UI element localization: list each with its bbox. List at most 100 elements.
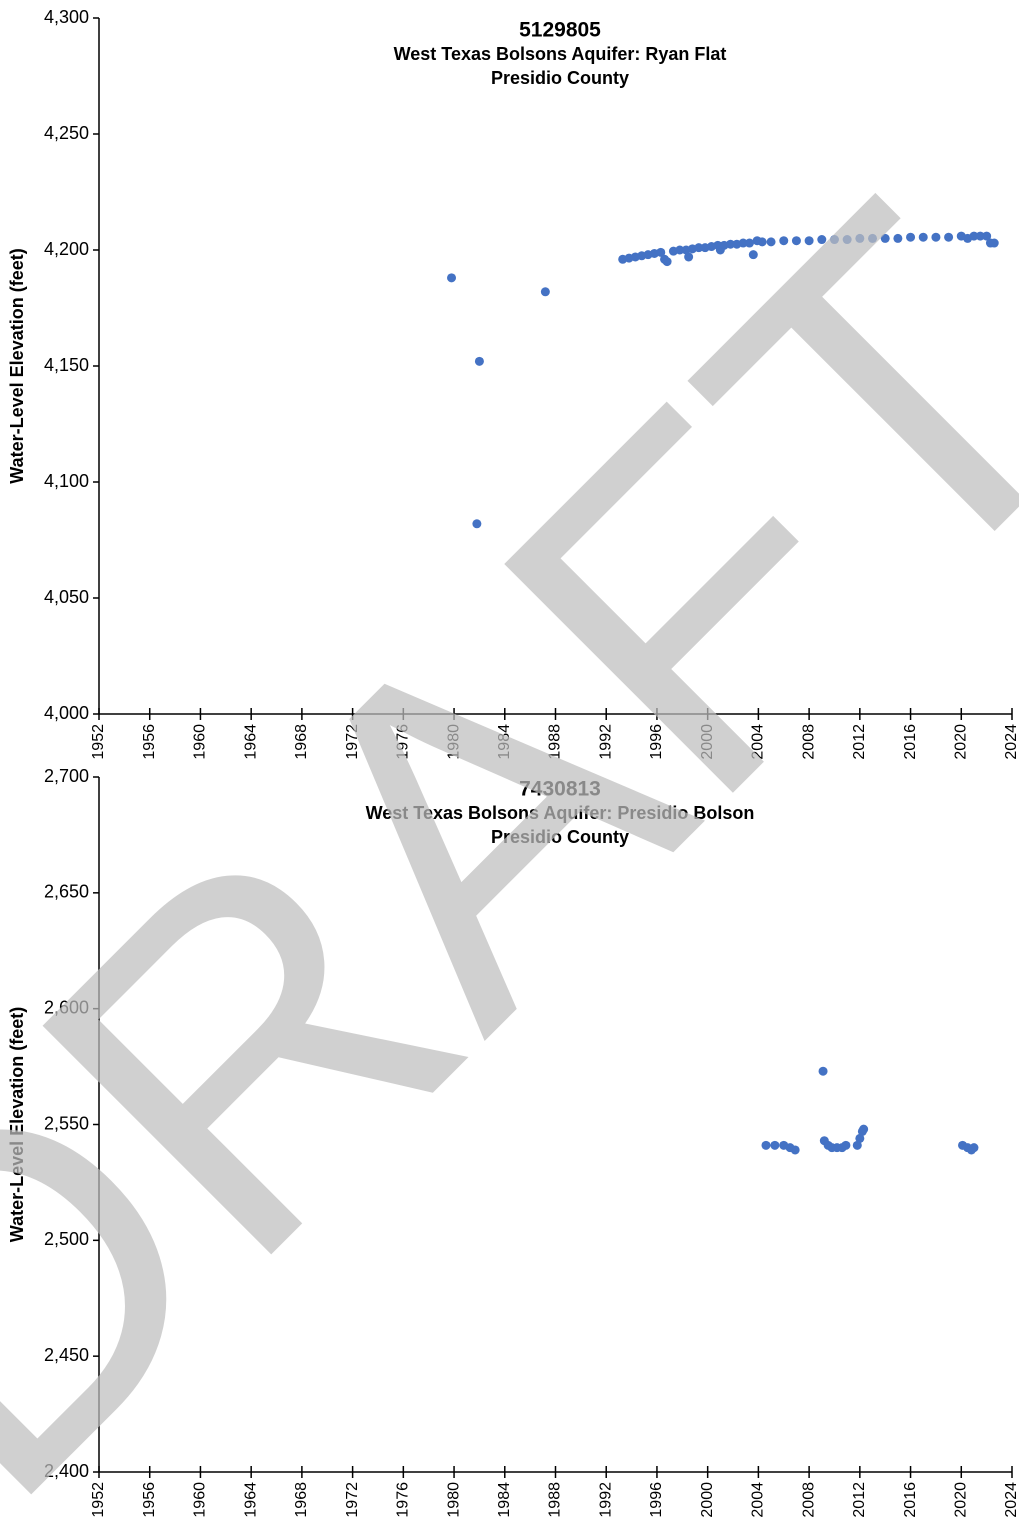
data-point [944, 232, 954, 242]
x-tick-label: 2016 [902, 1482, 919, 1518]
y-tick-label: 2,600 [44, 997, 89, 1017]
data-point [447, 273, 457, 283]
chart-subtitle: Presidio County [491, 827, 629, 847]
x-tick-label: 1972 [344, 1482, 361, 1518]
data-point [841, 1140, 851, 1150]
x-tick-label: 1952 [90, 724, 107, 760]
data-point [790, 1145, 800, 1155]
y-tick-label: 4,050 [44, 587, 89, 607]
chart-subtitle: West Texas Bolsons Aquifer: Ryan Flat [394, 44, 727, 64]
y-tick-label: 2,400 [44, 1461, 89, 1481]
data-point [725, 239, 735, 249]
x-tick-label: 1980 [445, 724, 462, 760]
data-point [766, 237, 776, 247]
data-point [474, 356, 484, 366]
x-tick-label: 1996 [648, 1482, 665, 1518]
x-tick-label: 1992 [597, 724, 614, 760]
y-axis-label: Water-Level Elevation (feet) [7, 248, 27, 483]
data-point [540, 287, 550, 297]
x-tick-label: 2024 [1003, 1482, 1019, 1518]
x-tick-label: 2024 [1003, 724, 1019, 760]
data-point [757, 237, 767, 247]
chart: 4,000 4,050 4,100 4,150 4,200 4,250 4,300 1952 1… [7, 7, 1019, 760]
y-tick-label: 4,100 [44, 471, 89, 491]
y-tick-label: 2,650 [44, 882, 89, 902]
data-point [893, 233, 903, 243]
x-tick-label: 1952 [90, 1482, 107, 1518]
y-tick-label: 2,450 [44, 1345, 89, 1365]
data-point [842, 235, 852, 245]
data-point [779, 236, 789, 246]
y-tick-label: 4,000 [44, 703, 89, 723]
data-point [745, 238, 755, 248]
data-point [855, 1133, 865, 1143]
data-point [969, 231, 979, 241]
x-tick-label: 2004 [750, 724, 767, 760]
y-tick-label: 2,700 [44, 766, 89, 786]
data-point [852, 1140, 862, 1150]
x-tick-label: 1988 [547, 724, 564, 760]
data-point [761, 1140, 771, 1150]
watermark: DRAFT [0, 113, 1019, 1532]
data-point [684, 252, 694, 262]
x-tick-label: 1964 [242, 1482, 259, 1518]
data-point [868, 233, 878, 243]
x-tick-label: 1964 [242, 724, 259, 760]
y-tick-label: 2,500 [44, 1229, 89, 1249]
chart-title: 5129805 [519, 19, 601, 42]
x-tick-label: 1968 [293, 724, 310, 760]
y-tick-label: 4,200 [44, 239, 89, 259]
data-point [880, 233, 890, 243]
x-tick-label: 2020 [952, 724, 969, 760]
y-tick-label: 4,250 [44, 123, 89, 143]
x-tick-label: 1968 [293, 1482, 310, 1518]
data-point [804, 236, 814, 246]
x-tick-label: 2016 [902, 724, 919, 760]
x-tick-label: 1980 [445, 1482, 462, 1518]
x-tick-label: 2008 [800, 724, 817, 760]
data-point [662, 257, 672, 267]
x-tick-label: 1976 [395, 724, 412, 760]
x-tick-label: 2004 [750, 1482, 767, 1518]
x-tick-label: 1956 [141, 724, 158, 760]
data-point [982, 231, 992, 241]
data-point [855, 233, 865, 243]
x-tick-label: 1996 [648, 724, 665, 760]
x-tick-label: 2000 [699, 724, 716, 760]
data-point [791, 236, 801, 246]
x-tick-label: 1960 [192, 724, 209, 760]
y-tick-label: 2,550 [44, 1113, 89, 1133]
data-point [675, 245, 685, 255]
y-tick-label: 4,300 [44, 7, 89, 27]
x-tick-label: 1960 [192, 1482, 209, 1518]
data-point [472, 519, 482, 529]
chart: 2,400 2,450 2,500 2,550 2,600 2,650 2,700 1952 1… [7, 766, 1019, 1518]
x-tick-label: 2020 [952, 1482, 969, 1518]
data-point [859, 1124, 869, 1134]
chart-title: 7430813 [519, 778, 601, 801]
data-point [694, 243, 704, 253]
x-tick-label: 1976 [395, 1482, 412, 1518]
data-point [829, 235, 839, 245]
data-point [931, 232, 941, 242]
data-point [770, 1140, 780, 1150]
x-tick-label: 2008 [800, 1482, 817, 1518]
x-tick-label: 1972 [344, 724, 361, 760]
data-point [918, 232, 928, 242]
data-point [738, 238, 748, 248]
x-tick-label: 1984 [496, 1482, 513, 1518]
data-point [989, 238, 999, 248]
chart-subtitle: Presidio County [491, 68, 629, 88]
data-point [975, 231, 985, 241]
x-tick-label: 1984 [496, 724, 513, 760]
data-point [969, 1143, 979, 1153]
chart-subtitle: West Texas Bolsons Aquifer: Presidio Bol… [366, 803, 755, 823]
x-tick-label: 1988 [547, 1482, 564, 1518]
x-tick-label: 1992 [597, 1482, 614, 1518]
data-point [818, 1066, 828, 1076]
y-axis-label: Water-Level Elevation (feet) [7, 1007, 27, 1242]
data-point [906, 232, 916, 242]
data-point [817, 235, 827, 245]
x-tick-label: 2012 [851, 1482, 868, 1518]
